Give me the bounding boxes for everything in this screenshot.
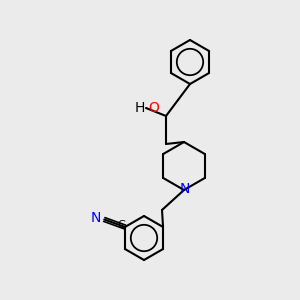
Text: N: N bbox=[180, 182, 190, 196]
Text: N: N bbox=[91, 212, 101, 226]
Text: H: H bbox=[135, 101, 145, 115]
Text: C: C bbox=[117, 220, 125, 230]
Text: O: O bbox=[148, 101, 159, 115]
